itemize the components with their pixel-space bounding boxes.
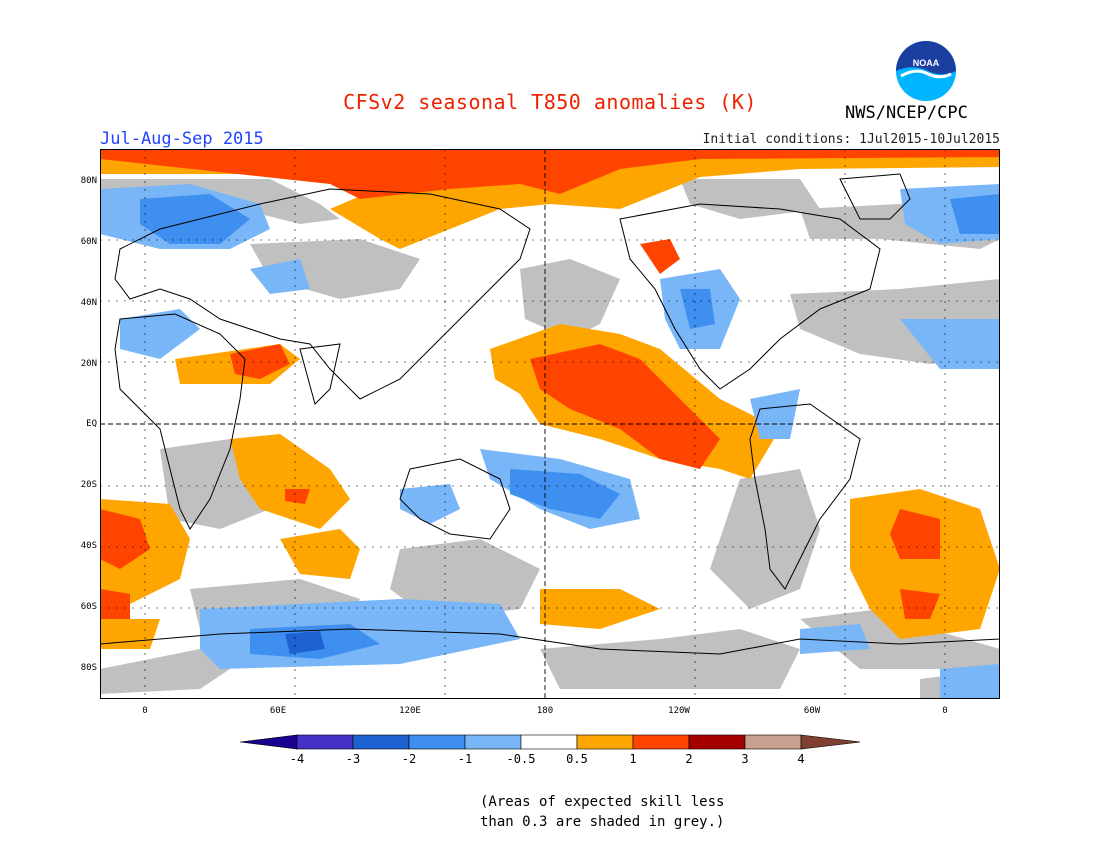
skill-note-line: (Areas of expected skill less [480,794,725,810]
legend-swatch [296,734,354,750]
legend-tick-label: 0.5 [566,752,588,766]
legend-tick-label: 2 [685,752,693,766]
lon-label: 120W [668,706,690,716]
legend-swatch [688,734,746,750]
lat-label: 20S [80,480,97,490]
cool-anomaly-1-2 [140,194,1000,659]
lon-label: 60W [803,706,821,716]
lon-label: 60E [269,706,287,716]
lat-label: EQ [86,419,97,429]
skill-note: (Areas of expected skill less than 0.3 a… [480,792,724,832]
lat-label: 60S [80,602,97,612]
legend-arrow-high [800,734,860,750]
legend-swatch [352,734,410,750]
cool-anomaly-2-3 [285,631,325,654]
coastlines [100,173,1000,655]
color-legend [240,734,860,750]
legend-swatch [408,734,466,750]
anomaly-map [100,149,1000,699]
lat-label: 40N [80,298,97,308]
map-title: CFSv2 seasonal T850 anomalies (K) [343,90,757,114]
noaa-logo-icon: NOAA [896,41,956,101]
legend-tick-label: -1 [457,752,473,766]
lat-label: 80S [80,663,97,673]
legend-tick-label: 1 [629,752,637,766]
warm-anomaly-1-2 [100,149,1000,619]
legend-tick-label: 3 [741,752,749,766]
lat-label: 40S [80,541,97,551]
legend-arrow-low [240,734,298,750]
legend-swatch [520,734,578,750]
legend-tick-label: -3 [345,752,361,766]
legend-tick-label: 4 [797,752,805,766]
season-label: Jul-Aug-Sep 2015 [100,129,264,149]
lon-label: 0 [142,706,148,716]
legend-swatch [744,734,802,750]
lon-label: 120E [399,706,421,716]
lat-label: 20N [80,359,97,369]
lat-label: 60N [80,237,97,247]
organization-label: NWS/NCEP/CPC [845,103,968,123]
equator-dateline [100,149,1000,699]
lon-label: 180 [536,706,554,716]
lon-label: 0 [942,706,948,716]
map-frame [100,149,1000,699]
graticule [100,149,1000,699]
legend-tick-label: -0.5 [506,752,536,766]
legend-swatch [576,734,634,750]
legend-tick-label: -2 [401,752,417,766]
noaa-logo-text: NOAA [913,58,940,68]
legend-swatch [464,734,522,750]
lat-label: 80N [80,176,97,186]
skill-note-line: than 0.3 are shaded in grey.) [480,814,725,830]
initial-conditions-label: Initial conditions: 1Jul2015-10Jul2015 [702,132,1000,147]
legend-swatch [632,734,690,750]
legend-tick-label: -4 [289,752,305,766]
